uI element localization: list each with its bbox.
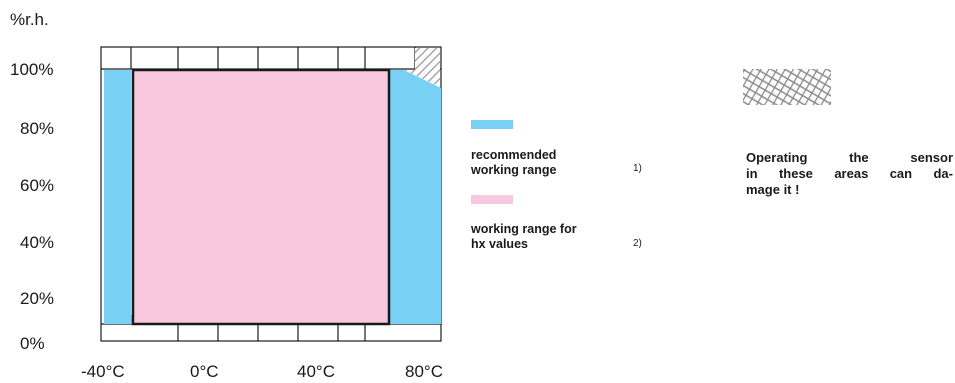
x-tick-label: 40°C <box>297 362 335 381</box>
y-tick-label: 80% <box>20 119 54 138</box>
x-tick-label: 80°C <box>405 362 443 381</box>
damage-zone-hatch <box>404 48 440 87</box>
y-tick-label: 100% <box>10 60 53 79</box>
y-tick-label: 60% <box>20 176 54 195</box>
warning-line: in these areas can da- <box>746 166 953 181</box>
y-tick-label: 20% <box>20 289 54 308</box>
recommended-range-area <box>389 70 441 324</box>
legend-note-hx: 2) <box>633 238 642 249</box>
legend-label-hx: working range for hx values <box>471 222 577 251</box>
hx-range-area <box>131 68 391 326</box>
recommended-range-area <box>104 70 131 324</box>
damage-warning-icon <box>743 69 831 105</box>
y-tick-label: 0% <box>20 334 45 353</box>
y-tick-label: 40% <box>20 233 54 252</box>
warning-line: mage it ! <box>746 182 800 197</box>
legend-swatch-recommended <box>471 120 513 129</box>
legend-swatch-hx <box>471 195 513 204</box>
damage-warning-text: Operating the sensor in these areas can … <box>746 150 955 198</box>
x-tick-label: -40°C <box>81 362 125 381</box>
warning-line: Operating the sensor <box>746 150 953 165</box>
x-tick-label: 0°C <box>190 362 219 381</box>
y-axis-unit-label: %r.h. <box>10 10 49 29</box>
legend-label-recommended: recommended working range <box>471 148 557 177</box>
legend-note-recommended: 1) <box>633 163 642 174</box>
